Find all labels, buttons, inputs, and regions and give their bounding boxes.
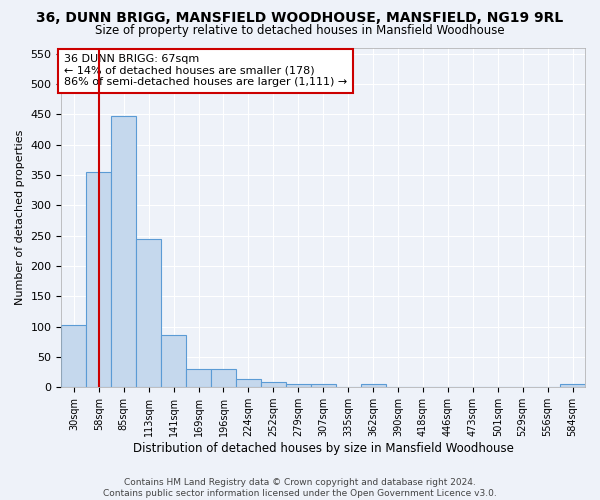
Bar (86, 172, 111, 387)
Bar (186, 369, 211, 387)
Bar (161, 335, 186, 387)
Bar (211, 369, 236, 387)
Bar (236, 380, 261, 387)
Bar (286, 384, 311, 387)
Bar (61, 324, 86, 387)
Y-axis label: Number of detached properties: Number of detached properties (15, 130, 25, 305)
Bar (311, 384, 335, 387)
Text: Size of property relative to detached houses in Mansfield Woodhouse: Size of property relative to detached ho… (95, 24, 505, 37)
Text: 36 DUNN BRIGG: 67sqm
← 14% of detached houses are smaller (178)
86% of semi-deta: 36 DUNN BRIGG: 67sqm ← 14% of detached h… (64, 54, 347, 88)
X-axis label: Distribution of detached houses by size in Mansfield Woodhouse: Distribution of detached houses by size … (133, 442, 514, 455)
Text: Contains HM Land Registry data © Crown copyright and database right 2024.
Contai: Contains HM Land Registry data © Crown c… (103, 478, 497, 498)
Bar (560, 384, 585, 387)
Bar (361, 384, 386, 387)
Bar (261, 382, 286, 387)
Bar (136, 239, 161, 387)
Bar (111, 116, 136, 387)
Text: 36, DUNN BRIGG, MANSFIELD WOODHOUSE, MANSFIELD, NG19 9RL: 36, DUNN BRIGG, MANSFIELD WOODHOUSE, MAN… (37, 11, 563, 25)
